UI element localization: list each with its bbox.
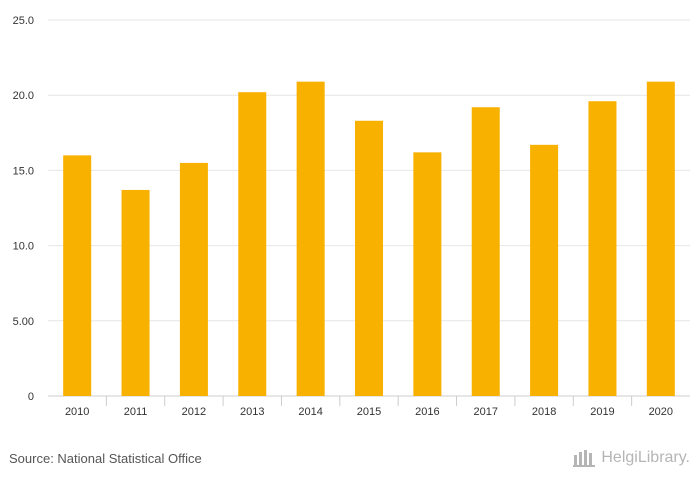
helgi-library-logo-icon — [573, 450, 596, 467]
x-tick-label: 2020 — [649, 406, 673, 418]
x-tick-label: 2012 — [182, 406, 206, 418]
brand[interactable]: HelgiLibrary. — [573, 449, 690, 467]
x-tick-label: 2011 — [124, 406, 148, 418]
bar — [238, 92, 267, 396]
x-tick-label: 2019 — [590, 406, 614, 418]
y-tick-label: 15.0 — [13, 165, 34, 177]
bar — [63, 155, 92, 396]
y-tick-label: 20.0 — [13, 90, 34, 102]
y-tick-label: 5.00 — [13, 316, 34, 328]
brand-name: HelgiLibrary. — [601, 449, 690, 466]
source-note: Source: National Statistical Office — [9, 451, 202, 466]
x-tick-label: 2010 — [65, 406, 89, 418]
x-tick-label: 2016 — [415, 406, 439, 418]
bar — [121, 189, 150, 396]
x-tick-label: 2018 — [532, 406, 556, 418]
x-tick-label: 2013 — [240, 406, 264, 418]
bar — [646, 81, 675, 396]
x-tick-label: 2015 — [357, 406, 381, 418]
y-tick-label: 0 — [28, 391, 34, 403]
bar — [296, 81, 325, 396]
y-tick-label: 25.0 — [13, 15, 34, 27]
footer: Source: National Statistical Office Helg… — [0, 440, 700, 483]
bar — [530, 144, 559, 396]
chart: 0 5.00 10.0 15.0 20.0 25.0 2010 2011 2012 2013 201… — [13, 15, 690, 418]
bar — [588, 101, 617, 396]
x-tick-label: 2017 — [473, 406, 497, 418]
bar — [471, 107, 500, 397]
bar — [354, 120, 384, 396]
bar — [413, 152, 442, 396]
bar-chart-svg: 0 5.00 10.0 15.0 20.0 25.0 2010 2011 2012 2013 201… — [13, 15, 690, 418]
x-tick-label: 2014 — [298, 406, 322, 418]
bar — [179, 162, 208, 396]
y-tick-label: 10.0 — [13, 241, 34, 253]
